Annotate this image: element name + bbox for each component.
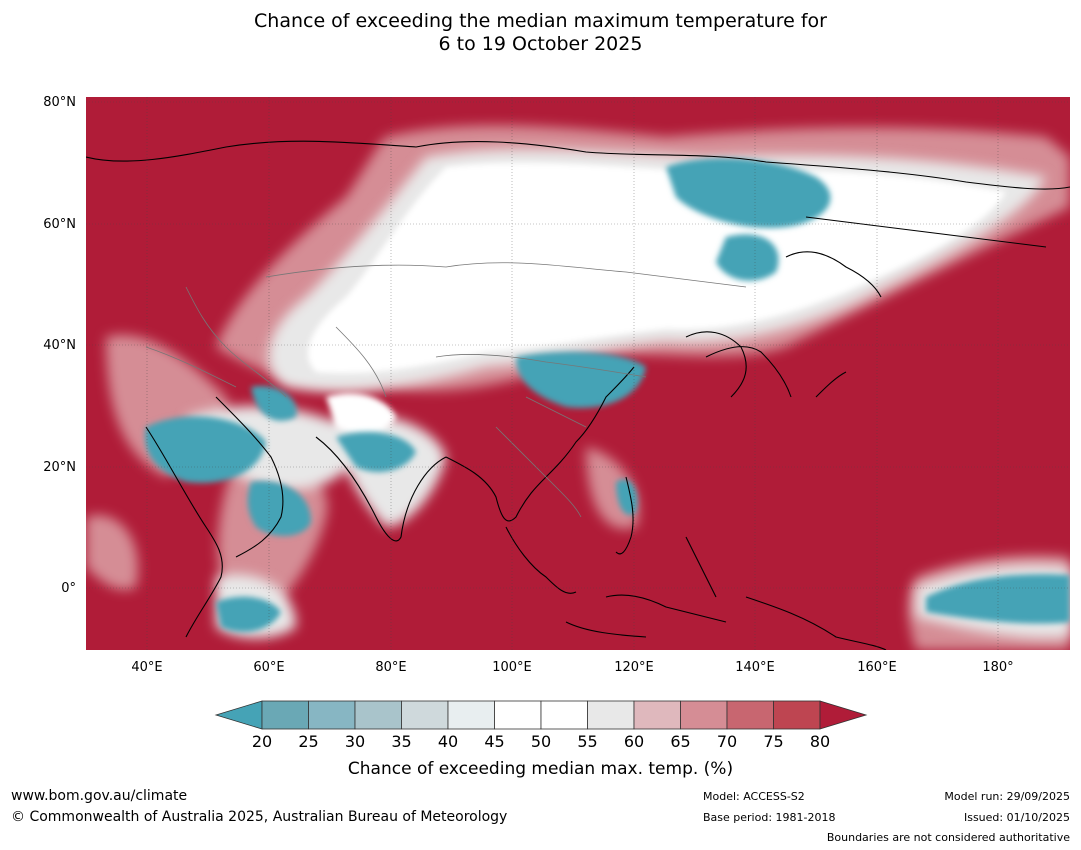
colorbar-label: Chance of exceeding median max. temp. (%…	[347, 759, 734, 779]
lon-label-120e: 120°E	[614, 660, 654, 675]
lon-label-60e: 60°E	[253, 660, 285, 675]
colorbar-tick-65: 65	[670, 732, 691, 751]
lat-label-0: 0°	[61, 581, 76, 596]
colorbar-tick-30: 30	[344, 732, 366, 751]
lon-label-100e: 100°E	[492, 660, 532, 675]
colorbar-bin-50-55	[540, 700, 588, 730]
colorbar-bin-70-75	[726, 700, 774, 730]
boundaries-disclaimer: Boundaries are not considered authoritat…	[826, 831, 1070, 844]
graticule	[86, 97, 1070, 650]
map-title-line-2: 6 to 19 October 2025	[438, 33, 643, 55]
lon-label-80e: 80°E	[375, 660, 407, 675]
colorbar-bin-75-80	[773, 700, 821, 730]
forecast-map	[86, 97, 1070, 650]
colorbar-bin-40-45	[447, 700, 495, 730]
issued-date: Issued: 01/10/2025	[963, 811, 1070, 824]
colorbar-tick-55: 55	[577, 732, 598, 751]
map-title-line-1: Chance of exceeding the median maximum t…	[254, 10, 827, 32]
bom-url-link[interactable]: www.bom.gov.au/climate	[11, 788, 188, 804]
lat-label-20n: 20°N	[43, 460, 76, 475]
colorbar-bin-30-35	[354, 700, 402, 730]
colorbar-bin-65-70	[680, 700, 728, 730]
colorbar-bin-35-40	[401, 700, 449, 730]
lat-label-40n: 40°N	[43, 338, 76, 353]
colorbar-tick-35: 35	[391, 732, 412, 751]
colorbar-tick-45: 45	[484, 732, 505, 751]
colorbar-bin-45-50	[494, 700, 542, 730]
colorbar-tick-50: 50	[530, 732, 552, 751]
colorbar-bin-55-60	[587, 700, 635, 730]
colorbar	[214, 700, 868, 730]
colorbar-tick-70: 70	[716, 732, 738, 751]
base-period: Base period: 1981-2018	[703, 811, 836, 824]
colorbar-bin-60-65	[633, 700, 681, 730]
colorbar-low-arrow	[214, 700, 263, 730]
colorbar-tick-75: 75	[763, 732, 784, 751]
lon-label-160e: 160°E	[857, 660, 897, 675]
colorbar-tick-25: 25	[298, 732, 319, 751]
near-median-zones	[307, 162, 1006, 434]
lon-label-180: 180°	[982, 660, 1014, 675]
lon-label-140e: 140°E	[735, 660, 775, 675]
colorbar-tick-40: 40	[437, 732, 459, 751]
colorbar-tick-60: 60	[623, 732, 645, 751]
colorbar-high-arrow	[819, 700, 868, 730]
lat-label-80n: 80°N	[43, 95, 76, 110]
colorbar-bin-20-25	[261, 700, 309, 730]
lat-label-60n: 60°N	[43, 217, 76, 232]
model-name: Model: ACCESS-S2	[703, 790, 805, 803]
copyright-text: © Commonwealth of Australia 2025, Austra…	[11, 809, 508, 825]
model-run-date: Model run: 29/09/2025	[944, 790, 1070, 803]
lon-label-40e: 40°E	[131, 660, 163, 675]
colorbar-tick-80: 80	[809, 732, 831, 751]
colorbar-tick-20: 20	[251, 732, 273, 751]
coastlines	[86, 140, 1070, 650]
colorbar-bin-25-30	[308, 700, 356, 730]
